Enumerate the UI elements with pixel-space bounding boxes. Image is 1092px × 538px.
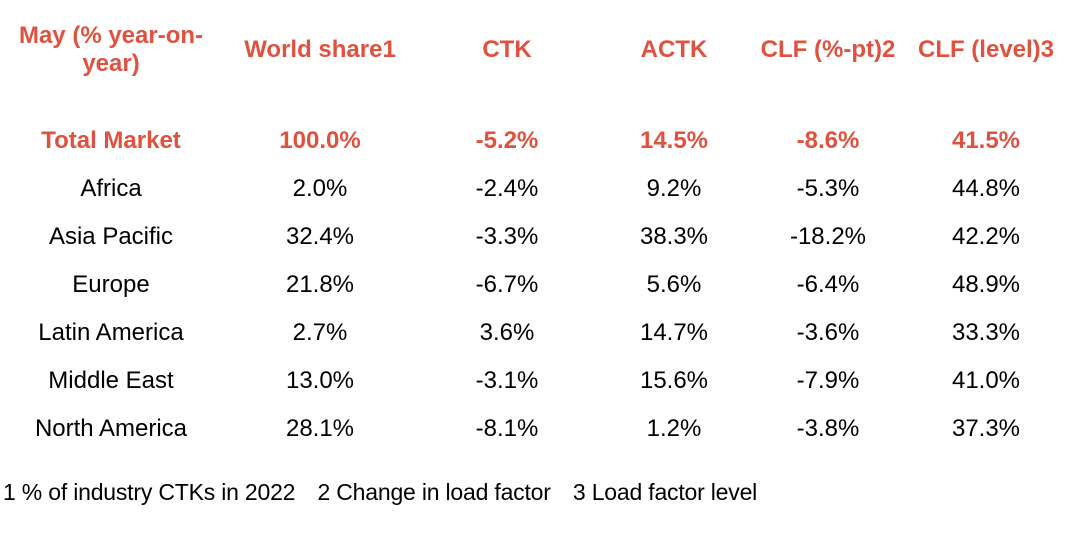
row-label: Africa (80, 175, 142, 202)
cell-ctk: -8.1% (475, 415, 539, 442)
row-label: Europe (72, 271, 150, 298)
footnote-clf-pt: 2 Change in load factor (317, 479, 551, 505)
footnote-world-share: 1 % of industry CTKs in 2022 (3, 479, 296, 505)
cell-clf-pt: -6.4% (796, 271, 860, 298)
cell-world-share: 2.7% (292, 319, 348, 346)
table-row-latin-america: Latin America 2.7% 3.6% 14.7% -3.6% 33.3… (0, 309, 1068, 357)
cell-clf-level: 48.9% (951, 271, 1021, 298)
row-label: Asia Pacific (48, 223, 174, 250)
header-row: May (% year-on-year) World share1 CTK AC… (0, 0, 1068, 100)
air-cargo-market-table: May (% year-on-year) World share1 CTK AC… (0, 0, 1068, 453)
table-row-middle-east: Middle East 13.0% -3.1% 15.6% -7.9% 41.0… (0, 357, 1068, 405)
cell-clf-pt: -3.6% (796, 319, 860, 346)
column-header-clf-pt: CLF (%-pt)2 (760, 35, 896, 63)
cell-world-share: 21.8% (285, 271, 355, 298)
table-row-total-market: Total Market 100.0% -5.2% 14.5% -8.6% 41… (0, 117, 1068, 165)
cell-clf-level: 41.0% (951, 367, 1021, 394)
cell-ctk: -6.7% (475, 271, 539, 298)
cell-world-share: 100.0% (279, 127, 361, 154)
cell-world-share: 2.0% (292, 175, 348, 202)
cell-actk: 9.2% (646, 175, 702, 202)
cell-actk: 15.6% (639, 367, 709, 394)
cell-clf-pt: -8.6% (796, 127, 860, 154)
cell-actk: 14.5% (639, 127, 709, 154)
row-label: Latin America (38, 319, 184, 346)
cell-actk: 1.2% (646, 415, 702, 442)
column-header-world-share: World share1 (244, 35, 396, 63)
row-label: North America (34, 415, 188, 442)
column-header-may-yoy: May (% year-on-year) (18, 21, 204, 77)
cell-world-share: 32.4% (285, 223, 355, 250)
cell-clf-level: 41.5% (951, 127, 1021, 154)
header-body-spacer (0, 100, 1068, 117)
column-header-clf-level: CLF (level)3 (917, 35, 1055, 63)
cell-ctk: -5.2% (475, 127, 539, 154)
cell-clf-pt: -18.2% (789, 223, 867, 250)
cell-actk: 38.3% (639, 223, 709, 250)
column-header-actk: ACTK (640, 35, 708, 63)
cell-actk: 14.7% (639, 319, 709, 346)
row-label: Total Market (41, 127, 181, 154)
footnotes: 1 % of industry CTKs in 2022 2 Change in… (3, 479, 1092, 506)
table-row-europe: Europe 21.8% -6.7% 5.6% -6.4% 48.9% (0, 261, 1068, 309)
cell-clf-pt: -7.9% (796, 367, 860, 394)
table-row-africa: Africa 2.0% -2.4% 9.2% -5.3% 44.8% (0, 165, 1068, 213)
row-label: Middle East (48, 367, 174, 394)
column-header-ctk: CTK (482, 35, 532, 63)
cell-clf-pt: -3.8% (796, 415, 860, 442)
cell-ctk: -2.4% (475, 175, 539, 202)
cell-world-share: 28.1% (285, 415, 355, 442)
cell-clf-level: 42.2% (951, 223, 1021, 250)
cell-clf-level: 33.3% (951, 319, 1021, 346)
table-row-asia-pacific: Asia Pacific 32.4% -3.3% 38.3% -18.2% 42… (0, 213, 1068, 261)
cell-ctk: 3.6% (479, 319, 535, 346)
cell-actk: 5.6% (646, 271, 702, 298)
table-row-north-america: North America 28.1% -8.1% 1.2% -3.8% 37.… (0, 405, 1068, 453)
footnote-clf-level: 3 Load factor level (572, 479, 758, 505)
cell-ctk: -3.1% (475, 367, 539, 394)
cell-clf-level: 37.3% (951, 415, 1021, 442)
cell-world-share: 13.0% (285, 367, 355, 394)
cell-ctk: -3.3% (475, 223, 539, 250)
cell-clf-pt: -5.3% (796, 175, 860, 202)
cell-clf-level: 44.8% (951, 175, 1021, 202)
